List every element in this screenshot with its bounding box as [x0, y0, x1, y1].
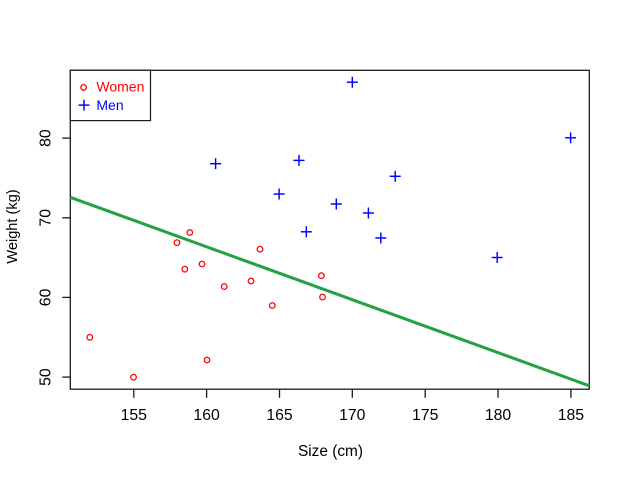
svg-text:170: 170 [339, 407, 366, 424]
svg-text:50: 50 [38, 368, 55, 386]
svg-text:160: 160 [193, 407, 220, 424]
svg-text:70: 70 [38, 209, 55, 227]
svg-text:60: 60 [38, 288, 55, 306]
svg-text:165: 165 [266, 407, 293, 424]
svg-text:80: 80 [38, 129, 55, 147]
svg-text:175: 175 [412, 407, 439, 424]
svg-text:Weight (kg): Weight (kg) [5, 189, 21, 263]
svg-text:180: 180 [485, 407, 512, 424]
svg-text:155: 155 [121, 407, 148, 424]
svg-text:Women: Women [96, 79, 144, 95]
svg-text:Men: Men [96, 97, 123, 113]
svg-text:Size (cm): Size (cm) [298, 443, 363, 460]
svg-text:185: 185 [558, 407, 585, 424]
